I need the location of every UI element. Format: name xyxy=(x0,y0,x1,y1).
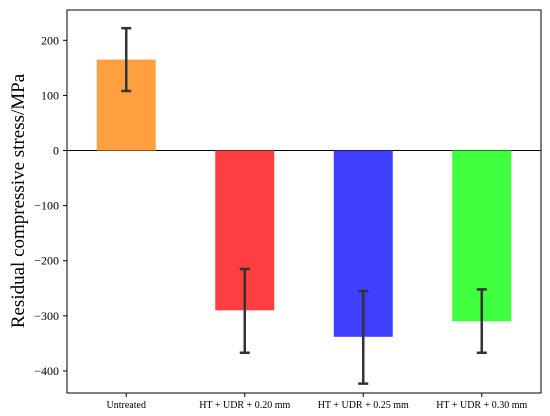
y-tick-label: −100 xyxy=(34,199,59,213)
x-tick-label: HT + UDR + 0.30 mm xyxy=(436,400,527,411)
y-tick-label: −400 xyxy=(34,364,59,378)
x-tick-label: Untreated xyxy=(107,400,146,411)
x-tick-label: HT + UDR + 0.20 mm xyxy=(199,400,290,411)
y-tick-label: 0 xyxy=(53,144,59,158)
plot-frame xyxy=(66,9,542,394)
y-axis-title: Residual compressive stress/MPa xyxy=(8,73,29,328)
y-tick-label: 200 xyxy=(41,33,59,47)
y-tick-label: 100 xyxy=(41,88,59,102)
y-tick-label: −200 xyxy=(34,254,59,268)
y-tick-label: −300 xyxy=(34,309,59,323)
x-tick-label: HT + UDR + 0.25 mm xyxy=(318,400,409,411)
